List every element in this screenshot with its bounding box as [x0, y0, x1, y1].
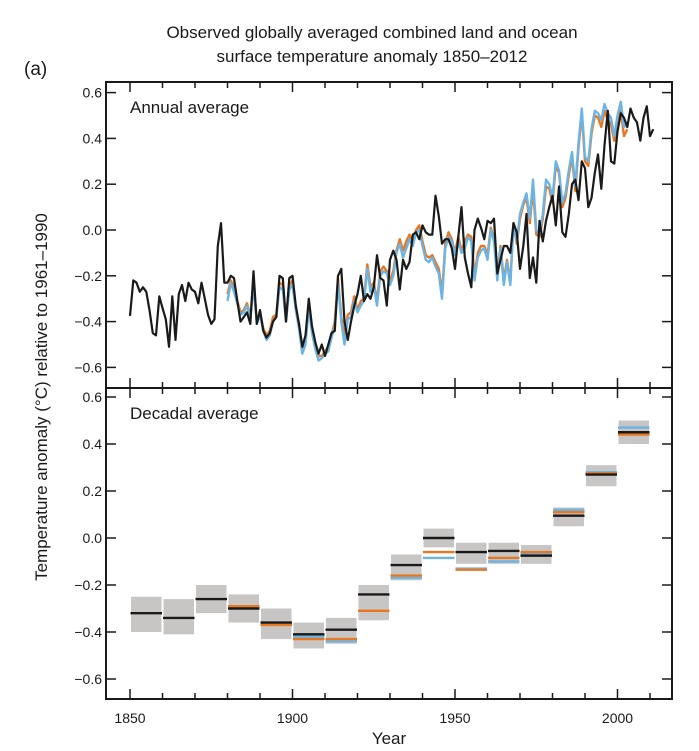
decadal-y-tick-label: 0.4 [83, 436, 103, 452]
annual-y-tick-label: −0.6 [74, 359, 102, 375]
annual-panel: Annual average 0.6 0.4 0.2 0.0 −0.2 −0.4 −0.6 [74, 81, 673, 389]
decadal-panel: Decadal average 0.6 0.4 0.2 0.0 −0.2 −0.4 −0.6… [74, 387, 673, 726]
x-tick-label: 1900 [277, 710, 308, 726]
x-tick-label: 2000 [602, 710, 633, 726]
annual-y-tick-label: −0.4 [74, 314, 102, 330]
panel-tag: (a) [24, 59, 47, 80]
y-axis-label: Temperature anomaly (°C) relative to 196… [32, 213, 51, 581]
x-tick-label: 1850 [114, 710, 145, 726]
decadal-y-axis: 0.6 0.4 0.2 0.0 −0.2 −0.4 −0.6 [74, 389, 672, 687]
annual-panel-label: Annual average [130, 98, 249, 117]
x-axis-label: Year [372, 729, 407, 748]
decadal-x-axis: 1850 1900 1950 2000 [114, 388, 651, 726]
decadal-uncertainty-box [358, 585, 389, 621]
annual-series [128, 100, 655, 362]
annual-y-tick-label: 0.6 [83, 85, 103, 101]
decadal-y-tick-label: −0.6 [74, 671, 102, 687]
decadal-frame [105, 387, 673, 700]
decadal-y-tick-label: −0.4 [74, 624, 102, 640]
decadal-y-tick-label: 0.6 [83, 389, 103, 405]
x-tick-label: 1950 [439, 710, 470, 726]
annual-y-tick-label: 0.2 [83, 176, 103, 192]
annual-y-tick-label: 0.0 [83, 222, 103, 238]
annual-frame [105, 81, 673, 389]
annual-y-tick-label: 0.4 [83, 130, 103, 146]
annual-y-axis: 0.6 0.4 0.2 0.0 −0.2 −0.4 −0.6 [74, 85, 672, 375]
decadal-series [130, 426, 650, 643]
decadal-y-tick-label: 0.2 [83, 483, 103, 499]
annual-y-tick-label: −0.2 [74, 268, 102, 284]
decadal-y-tick-label: 0.0 [83, 530, 103, 546]
annual-x-ticks [129, 82, 651, 388]
chart-title-line1: Observed globally averaged combined land… [166, 23, 577, 42]
decadal-panel-label: Decadal average [130, 404, 259, 423]
decadal-y-tick-label: −0.2 [74, 577, 102, 593]
decadal-uncertainty-boxes [131, 420, 649, 649]
chart-title-line2: surface temperature anomaly 1850–2012 [217, 47, 528, 66]
annual-line-black-dataset [128, 105, 655, 358]
